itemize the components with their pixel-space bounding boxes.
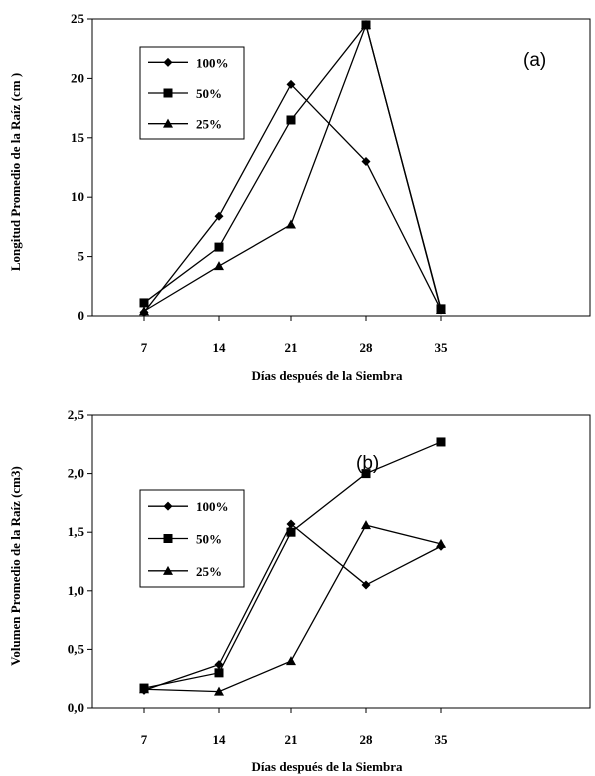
data-point-a-25pct xyxy=(286,219,296,229)
panel-label-b: (b) xyxy=(356,453,379,474)
data-point-a-25pct xyxy=(214,261,224,271)
data-point-a-25pct xyxy=(361,19,371,29)
data-point-b-25pct xyxy=(214,686,224,696)
data-point-a-50pct xyxy=(214,242,224,252)
x-tick-label-a: 14 xyxy=(213,340,227,355)
data-point-b-50pct xyxy=(214,668,224,678)
legend-label-b: 25% xyxy=(196,564,222,579)
data-point-a-100pct xyxy=(361,157,371,167)
data-point-b-50pct xyxy=(436,437,446,447)
y-axis-title-b: Volumen Promedio de la Raíz (cm3) xyxy=(8,466,23,666)
data-point-a-50pct xyxy=(139,298,149,308)
data-point-b-100pct xyxy=(214,660,224,670)
data-point-a-25pct xyxy=(436,305,446,315)
plot-area-a xyxy=(91,18,591,317)
data-point-b-100pct xyxy=(361,580,371,590)
legend-label-b: 100% xyxy=(196,499,229,514)
x-axis-title-a: Días después de la Siembra xyxy=(252,368,403,383)
legend-marker-b xyxy=(163,565,173,575)
data-point-b-100pct xyxy=(286,519,296,529)
y-tick-label-b: 1,0 xyxy=(68,583,84,598)
x-tick-label-b: 14 xyxy=(213,732,227,747)
legend-marker-a xyxy=(163,57,173,67)
x-tick-label-a: 28 xyxy=(360,340,374,355)
chart-panel-b: (b) Volumen Promedio de la Raíz (cm3) Dí… xyxy=(8,407,591,774)
chart-panel-a: (a) Longitud Promedio de la Raíz (cm ) D… xyxy=(8,11,591,383)
legend-label-a: 50% xyxy=(196,86,222,101)
y-tick-label-b: 2,0 xyxy=(68,466,84,481)
x-tick-label-b: 35 xyxy=(435,732,449,747)
data-point-a-100pct xyxy=(214,211,224,221)
y-tick-label-a: 15 xyxy=(71,130,85,145)
y-tick-label-b: 1,5 xyxy=(68,524,85,539)
x-tick-label-b: 28 xyxy=(360,732,374,747)
y-tick-label-a: 20 xyxy=(71,70,84,85)
data-point-b-25pct xyxy=(436,538,446,548)
x-tick-label-b: 21 xyxy=(285,732,298,747)
legend-marker-a xyxy=(163,88,173,98)
x-axis-title-b: Días después de la Siembra xyxy=(252,759,403,774)
legend-marker-b xyxy=(163,534,173,543)
legend-marker-a xyxy=(163,118,173,128)
y-tick-label-a: 25 xyxy=(71,11,85,26)
data-point-b-25pct xyxy=(139,684,149,694)
data-point-b-25pct xyxy=(361,520,371,530)
plot-area-b xyxy=(91,414,591,709)
panel-label-a: (a) xyxy=(523,50,546,71)
x-tick-label-a: 21 xyxy=(285,340,298,355)
y-tick-label-b: 0,0 xyxy=(68,700,84,715)
y-axis-title-a: Longitud Promedio de la Raíz (cm ) xyxy=(8,73,23,271)
data-point-b-50pct xyxy=(361,469,371,479)
y-tick-label-a: 5 xyxy=(78,249,85,264)
data-point-a-100pct xyxy=(286,79,296,89)
x-tick-label-a: 7 xyxy=(141,340,148,355)
legend-label-a: 25% xyxy=(196,117,222,132)
legend-label-b: 50% xyxy=(196,532,222,547)
y-tick-label-b: 0,5 xyxy=(68,641,85,656)
y-tick-label-a: 10 xyxy=(71,189,84,204)
data-point-a-25pct xyxy=(139,306,149,316)
y-tick-label-b: 2,5 xyxy=(68,407,85,422)
legend-label-a: 100% xyxy=(196,55,229,70)
data-point-b-50pct xyxy=(286,527,296,537)
data-point-b-25pct xyxy=(286,656,296,666)
x-tick-label-a: 35 xyxy=(435,340,449,355)
y-tick-label-a: 0 xyxy=(78,308,85,323)
legend-marker-b xyxy=(163,501,173,511)
x-tick-label-b: 7 xyxy=(141,732,148,747)
data-point-a-50pct xyxy=(286,115,296,125)
